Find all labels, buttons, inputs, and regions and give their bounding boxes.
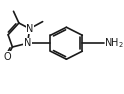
Text: N: N [26, 24, 33, 34]
Text: O: O [3, 52, 11, 62]
Text: NH$_2$: NH$_2$ [104, 36, 124, 50]
Text: N: N [24, 38, 31, 48]
